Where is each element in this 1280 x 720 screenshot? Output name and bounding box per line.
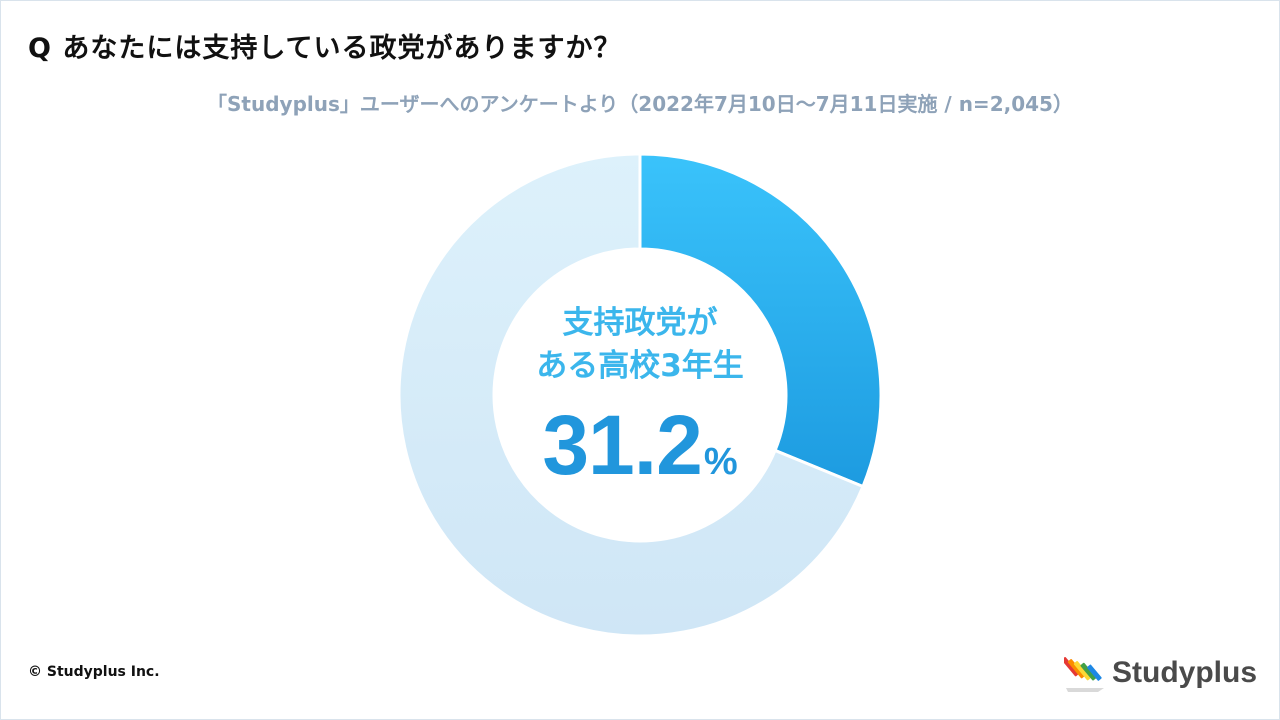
center-value-number: 31.2 (542, 398, 702, 492)
center-label-line2: ある高校3年生 (536, 348, 744, 384)
donut-slice-remainder (397, 152, 865, 638)
survey-subtitle: 「Studyplus」ユーザーへのアンケートより（2022年7月10日〜7月11… (207, 92, 1073, 116)
question-title: Q あなたには支持している政党がありますか？ (28, 33, 622, 64)
copyright-text: © Studyplus Inc. (28, 664, 160, 680)
studyplus-logo-icon (1064, 657, 1104, 692)
center-value-unit: % (703, 441, 738, 483)
donut-slice-supporting (638, 152, 883, 489)
center-label-line1: 支持政党が (562, 305, 718, 341)
studyplus-logo: Studyplus (1064, 650, 1258, 696)
donut-center-value: 31.2% (490, 397, 790, 494)
studyplus-logo-text: Studyplus (1112, 656, 1258, 689)
donut-center-label: 支持政党が ある高校3年生 (490, 302, 790, 388)
